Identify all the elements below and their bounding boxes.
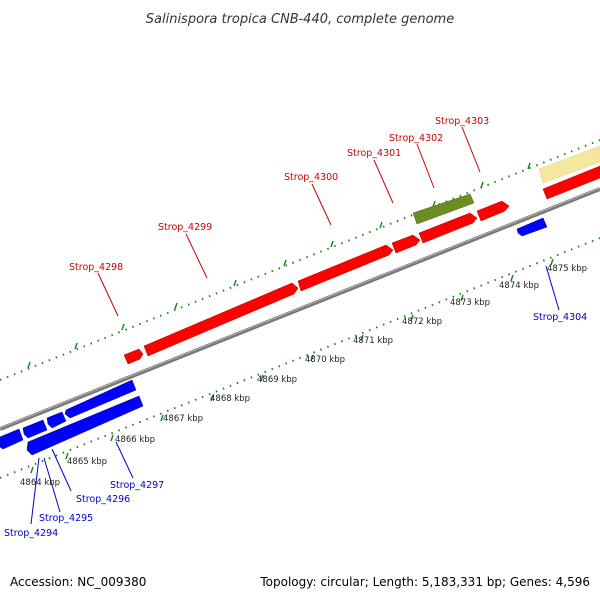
scale-label-4870: 4870 kbp bbox=[305, 355, 345, 365]
scale-label-4874: 4874 kbp bbox=[499, 281, 539, 291]
gene-strop-4299[interactable] bbox=[143, 282, 299, 357]
scale-label-4872: 4872 kbp bbox=[402, 317, 442, 327]
label-strop-4297[interactable]: Strop_4297 bbox=[110, 480, 164, 491]
reverse-genes bbox=[0, 217, 548, 456]
topology-summary: Topology: circular; Length: 5,183,331 bp… bbox=[259, 575, 590, 589]
reverse-label-leaders bbox=[30, 265, 560, 525]
label-strop-4302[interactable]: Strop_4302 bbox=[389, 133, 443, 144]
accession-text: Accession: NC_009380 bbox=[10, 575, 146, 589]
forward-gene-labels: Strop_4298 Strop_4299 Strop_4300 Strop_4… bbox=[69, 116, 489, 273]
map-title: Salinispora tropica CNB-440, complete ge… bbox=[146, 12, 454, 27]
forward-genes bbox=[123, 165, 600, 365]
reverse-dotted-track bbox=[0, 237, 600, 479]
gene-strop-4297[interactable] bbox=[26, 395, 144, 456]
scale-label-4867: 4867 kbp bbox=[163, 414, 203, 424]
gene-strop-4295[interactable] bbox=[22, 419, 48, 439]
forward-label-leaders bbox=[97, 126, 481, 317]
scale-label-4864: 4864 kbp bbox=[20, 478, 60, 488]
scale-label-4868: 4868 kbp bbox=[210, 394, 250, 404]
scale-labels: 4864 kbp 4865 kbp 4866 kbp 4867 kbp 4868… bbox=[20, 264, 587, 488]
scale-label-4875: 4875 kbp bbox=[547, 264, 587, 274]
scale-label-4866: 4866 kbp bbox=[115, 435, 155, 445]
label-strop-4303[interactable]: Strop_4303 bbox=[435, 116, 489, 127]
label-strop-4300[interactable]: Strop_4300 bbox=[284, 172, 338, 183]
gene-strop-4298[interactable] bbox=[123, 348, 144, 365]
misc-feature[interactable] bbox=[538, 145, 600, 184]
forward-dotted-track bbox=[0, 139, 600, 381]
label-strop-4298[interactable]: Strop_4298 bbox=[69, 262, 123, 273]
label-strop-4296[interactable]: Strop_4296 bbox=[76, 494, 130, 505]
scale-label-4873: 4873 kbp bbox=[450, 298, 490, 308]
other-features bbox=[412, 145, 600, 225]
gene-strop-4296[interactable] bbox=[46, 411, 67, 429]
label-strop-4304[interactable]: Strop_4304 bbox=[533, 312, 587, 323]
genome-backbone bbox=[0, 187, 600, 431]
scale-label-4869: 4869 kbp bbox=[257, 375, 297, 385]
gene-strop-4303[interactable] bbox=[476, 200, 510, 222]
label-strop-4295[interactable]: Strop_4295 bbox=[39, 513, 93, 524]
gene-strop-4301[interactable] bbox=[391, 234, 421, 254]
scale-label-4865: 4865 kbp bbox=[67, 457, 107, 467]
rna-feature-strop-4302[interactable] bbox=[412, 193, 475, 225]
gene-strop-4300[interactable] bbox=[297, 244, 394, 292]
gene-strop-4302[interactable] bbox=[418, 212, 478, 244]
scale-label-4871: 4871 kbp bbox=[353, 336, 393, 346]
major-tick-marks bbox=[27, 162, 554, 474]
gene-strop-4297-upper[interactable] bbox=[64, 379, 137, 419]
label-strop-4299[interactable]: Strop_4299 bbox=[158, 222, 212, 233]
gene-next-forward[interactable] bbox=[542, 165, 600, 200]
label-strop-4301[interactable]: Strop_4301 bbox=[347, 148, 401, 159]
gene-strop-4294[interactable] bbox=[0, 428, 24, 450]
reverse-gene-labels: Strop_4294 Strop_4295 Strop_4296 Strop_4… bbox=[4, 312, 587, 539]
gene-strop-4304[interactable] bbox=[516, 217, 548, 237]
label-strop-4294[interactable]: Strop_4294 bbox=[4, 528, 58, 539]
